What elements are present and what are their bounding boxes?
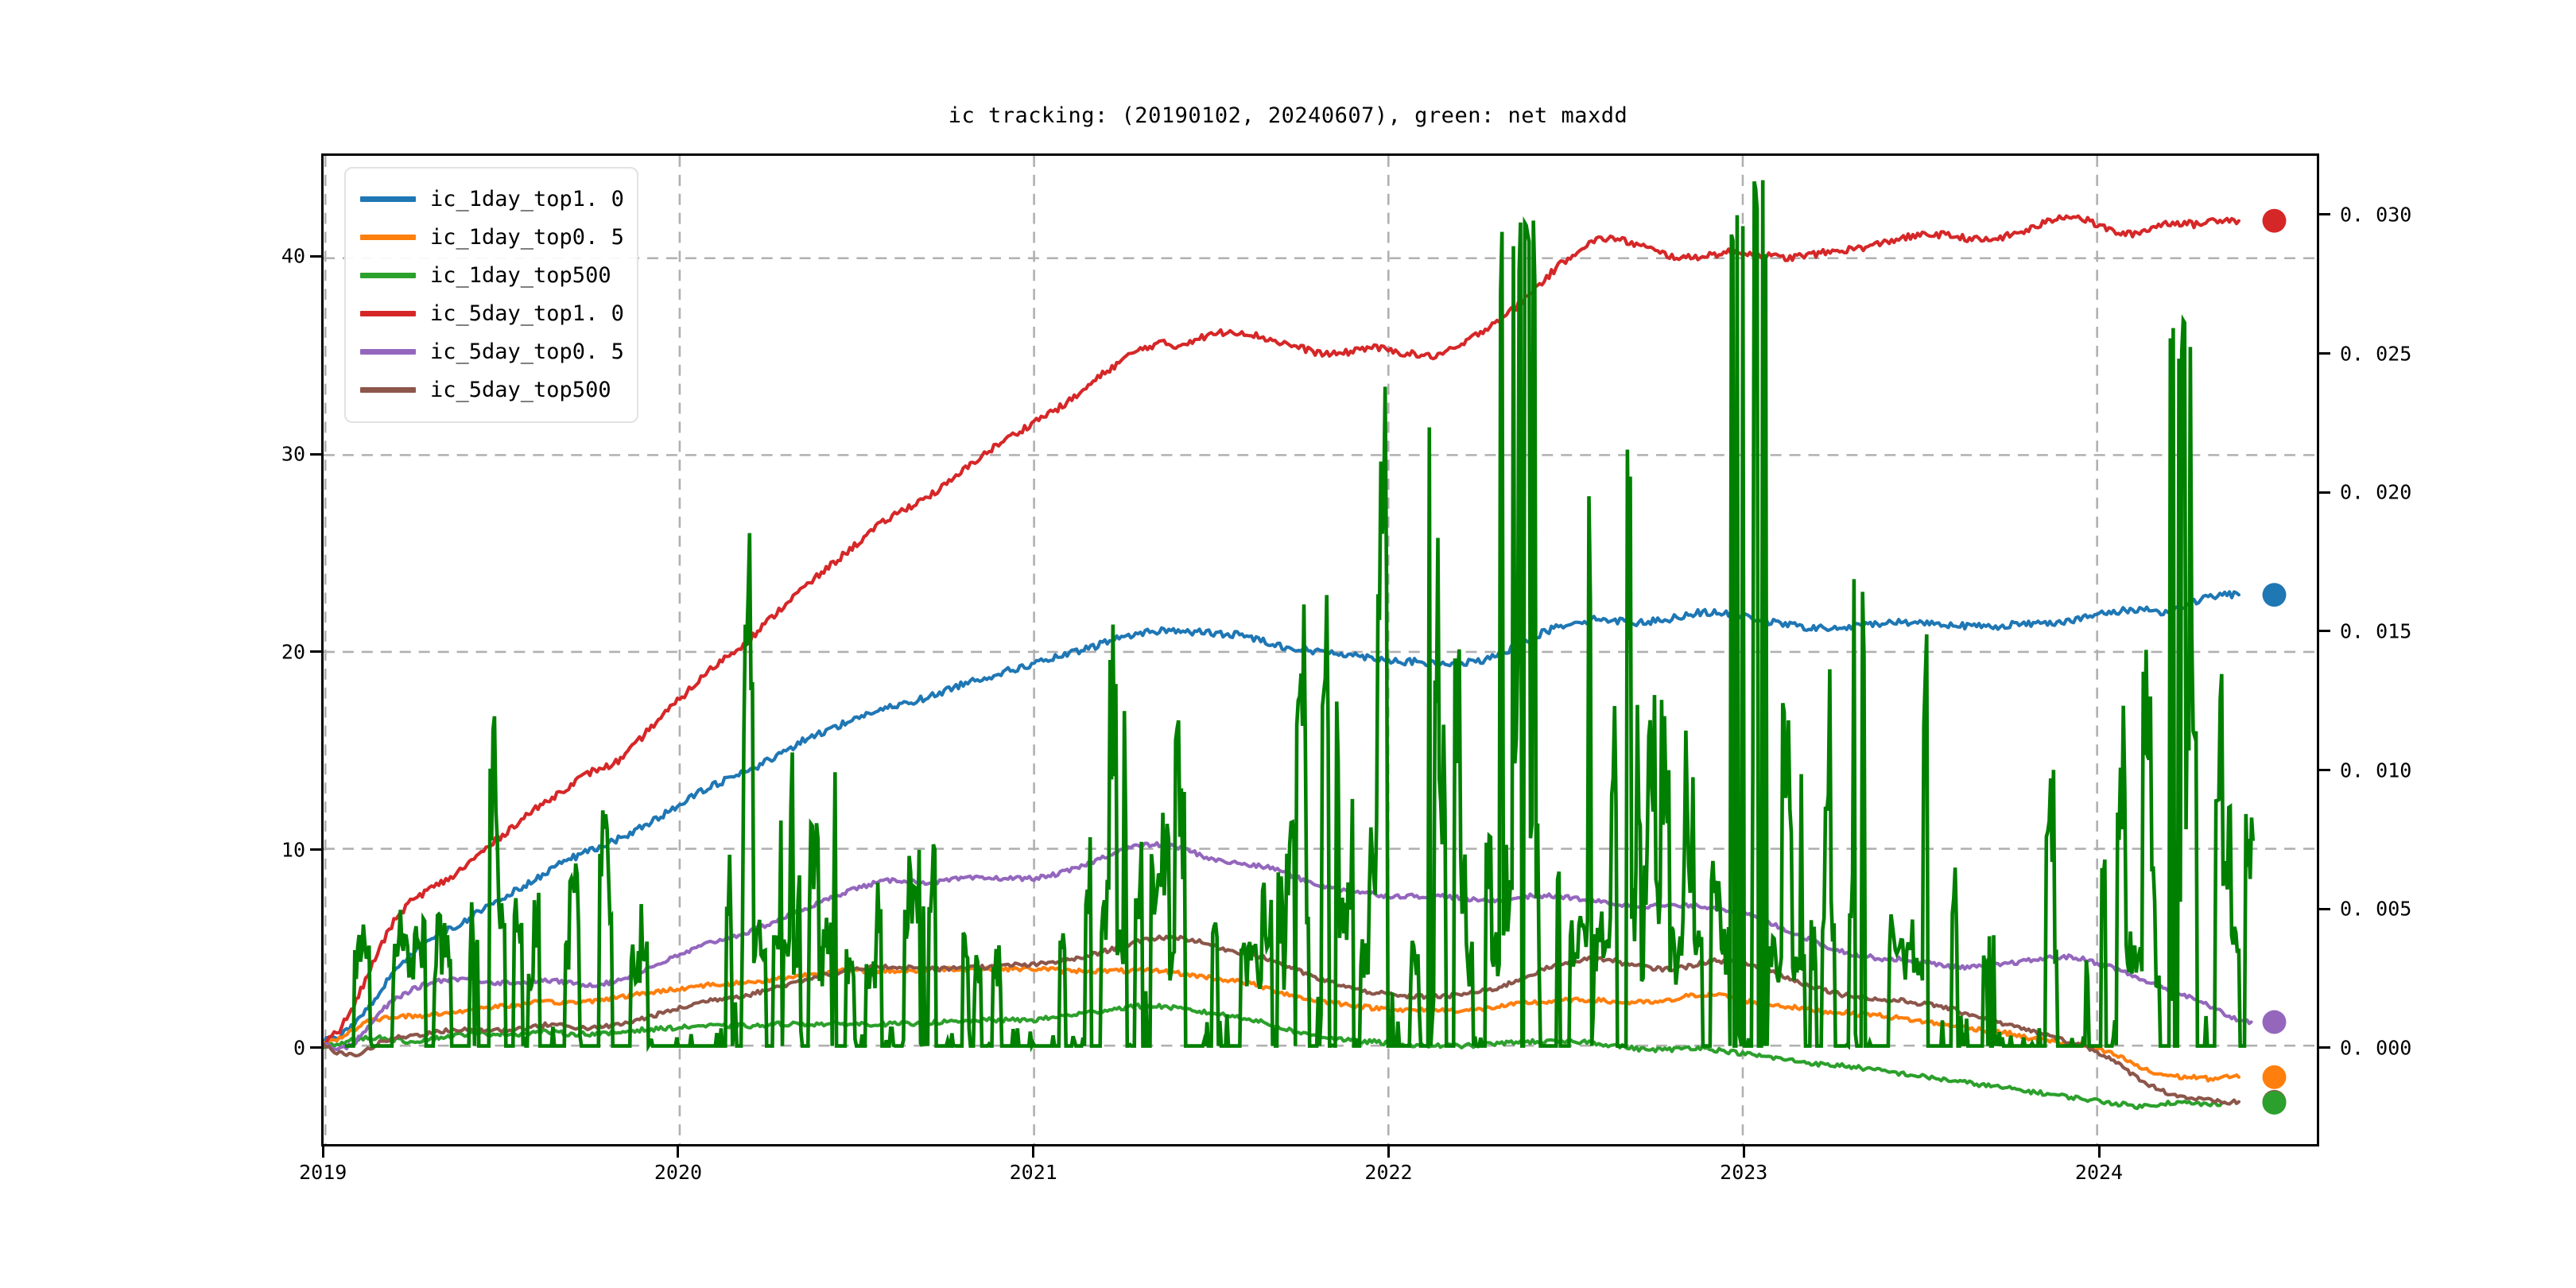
y-axis-left-tick-mark <box>310 650 321 654</box>
legend-entry[interactable]: ic_5day_top0. 5 <box>360 332 624 370</box>
x-axis-tick-mark <box>321 1146 324 1158</box>
x-axis-tick-mark <box>2097 1146 2101 1158</box>
y-axis-right-tick-label: 0. 030 <box>2340 203 2412 227</box>
legend-label: ic_1day_top1. 0 <box>430 186 624 211</box>
legend-entry[interactable]: ic_5day_top1. 0 <box>360 294 624 332</box>
x-axis-tick-mark <box>1387 1146 1390 1158</box>
y-axis-right-tick-mark <box>2319 213 2330 216</box>
legend-entry[interactable]: ic_5day_top500 <box>360 370 623 409</box>
legend-color-swatch-icon <box>360 310 416 316</box>
legend-label: ic_5day_top0. 5 <box>430 339 624 364</box>
legend-color-swatch-icon <box>360 272 416 278</box>
y-axis-right-tick-label: 0. 010 <box>2340 758 2412 782</box>
y-axis-right-tick-mark <box>2319 491 2330 494</box>
y-axis-left-tick-label: 40 <box>281 244 305 268</box>
y-axis-left-tick-mark <box>310 254 321 258</box>
legend-color-swatch-icon <box>360 386 416 393</box>
y-axis-left-tick-label: 0 <box>293 1036 305 1060</box>
y-axis-left-tick-mark <box>310 1046 321 1049</box>
legend-label: ic_1day_top0. 5 <box>430 224 624 250</box>
y-axis-left-tick-label: 30 <box>281 442 305 466</box>
y-axis-right-tick-label: 0. 000 <box>2340 1036 2412 1060</box>
legend-color-swatch-icon <box>360 348 416 355</box>
legend-entry[interactable]: ic_1day_top0. 5 <box>360 218 624 256</box>
legend-label: ic_5day_top1. 0 <box>430 301 624 326</box>
x-axis-tick-label: 2023 <box>1720 1161 1768 1184</box>
y-axis-right-tick-mark <box>2319 769 2330 772</box>
chart-canvas <box>324 156 2317 1144</box>
legend-entry[interactable]: ic_1day_top500 <box>360 256 623 294</box>
legend-color-swatch-icon <box>360 234 416 240</box>
x-axis-tick-label: 2021 <box>1009 1161 1057 1184</box>
x-axis-tick-label: 2024 <box>2074 1161 2124 1184</box>
y-axis-left-tick-mark <box>310 848 321 852</box>
x-axis-tick-label: 2020 <box>654 1161 703 1184</box>
y-axis-right-tick-label: 0. 005 <box>2340 897 2412 921</box>
chart-legend: ic_1day_top1. 0 ic_1day_top0. 5 ic_1day_to… <box>344 167 638 423</box>
y-axis-right-tick-mark <box>2319 630 2330 633</box>
y-axis-right-tick-label: 0. 025 <box>2340 342 2412 366</box>
x-axis-tick-label: 2022 <box>1364 1161 1413 1184</box>
y-axis-right-tick-mark <box>2319 352 2330 355</box>
x-axis-tick-mark <box>677 1146 680 1158</box>
plot-area <box>321 153 2319 1146</box>
data-series-layer <box>324 180 2256 1111</box>
x-axis-tick-mark <box>1742 1146 1745 1158</box>
y-axis-right-tick-mark <box>2319 907 2330 910</box>
legend-color-swatch-icon <box>360 196 416 202</box>
endpoint-markers <box>2262 208 2287 1115</box>
x-axis-tick-label: 2019 <box>299 1161 347 1184</box>
legend-label: ic_1day_top500 <box>430 262 611 288</box>
legend-entry[interactable]: ic_1day_top1. 0 <box>360 180 624 218</box>
y-axis-left-tick-mark <box>310 452 321 456</box>
y-axis-right-tick-label: 0. 015 <box>2340 619 2412 643</box>
legend-label: ic_5day_top500 <box>430 377 611 402</box>
y-axis-left-tick-label: 10 <box>281 838 305 862</box>
y-axis-right-tick-label: 0. 020 <box>2340 480 2412 504</box>
page-title: ic tracking: (20190102, 20240607), green… <box>948 103 1628 128</box>
x-axis-tick-mark <box>1032 1146 1035 1158</box>
y-axis-left-tick-label: 20 <box>281 640 305 664</box>
y-axis-right-tick-mark <box>2319 1046 2330 1049</box>
